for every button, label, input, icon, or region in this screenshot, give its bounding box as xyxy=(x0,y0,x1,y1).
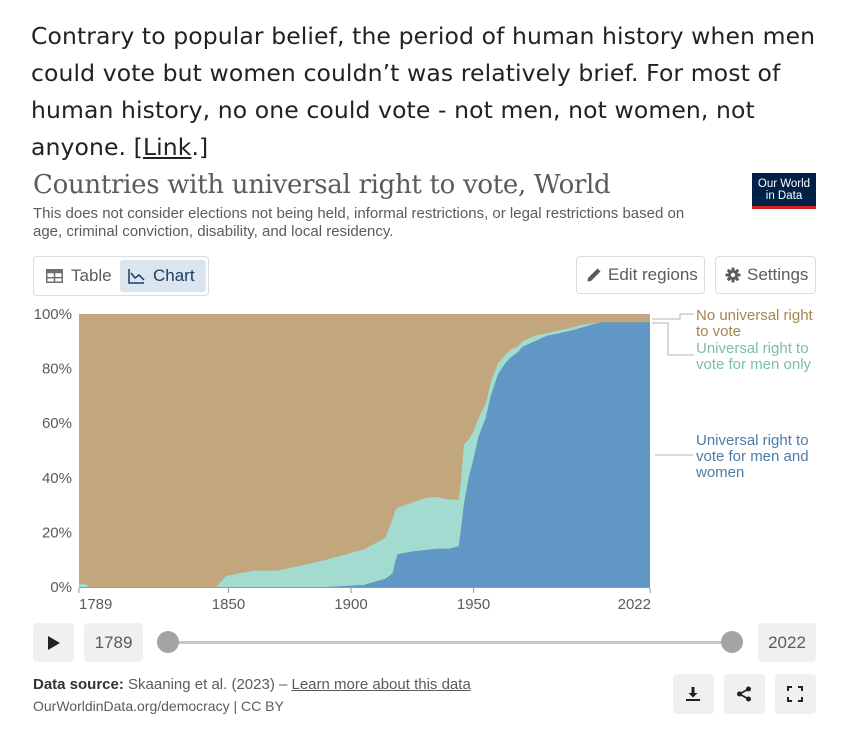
timeline-track[interactable] xyxy=(168,641,732,644)
y-tick-label: 40% xyxy=(42,470,72,487)
table-icon xyxy=(46,269,63,283)
play-button[interactable] xyxy=(33,623,74,662)
fullscreen-icon xyxy=(787,686,803,702)
fullscreen-button[interactable] xyxy=(775,674,816,714)
legend-label-men-and-women: vote for men and xyxy=(696,448,809,465)
tab-chart[interactable]: Chart xyxy=(120,260,206,292)
area-chart: 0% 20% 40% 60% 80% 100% 1789 1850 1900 1950 2022 No… xyxy=(34,306,814,613)
y-tick-label: 80% xyxy=(42,361,72,378)
legend-label-men-only: Universal right to xyxy=(696,340,809,357)
timeline-start-year[interactable]: 1789 xyxy=(84,623,143,662)
data-source-text: Skaaning et al. (2023) – xyxy=(128,676,288,693)
intro-link[interactable]: Link xyxy=(142,133,192,161)
timeline-end-handle[interactable] xyxy=(721,631,743,653)
tab-chart-label: Chart xyxy=(153,266,195,285)
data-source-label: Data source: xyxy=(33,676,124,693)
data-source: Data source: Skaaning et al. (2023) – Le… xyxy=(33,676,471,693)
y-tick-label: 60% xyxy=(42,415,72,432)
x-tick-label: 1789 xyxy=(79,596,112,613)
timeline-start-handle[interactable] xyxy=(157,631,179,653)
settings-label: Settings xyxy=(747,265,809,284)
gear-icon xyxy=(725,267,741,283)
y-tick-label: 20% xyxy=(42,524,72,541)
legend-label-men-and-women: Universal right to xyxy=(696,432,809,449)
edit-regions-label: Edit regions xyxy=(608,265,698,284)
source-url: OurWorldinData.org/democracy | CC BY xyxy=(33,698,284,714)
chart-title: Countries with universal right to vote, … xyxy=(33,170,611,200)
legend-connector-none xyxy=(652,313,694,320)
logo-line-2: in Data xyxy=(765,190,803,202)
intro-text: Contrary to popular belief, the period o… xyxy=(31,22,816,161)
logo-line-1: Our World xyxy=(757,178,811,190)
tab-table-label: Table xyxy=(71,266,112,285)
y-tick-label: 0% xyxy=(50,579,72,596)
area-men-and-women xyxy=(79,322,650,587)
owid-logo[interactable]: Our World in Data xyxy=(752,173,816,209)
share-button[interactable] xyxy=(724,674,765,714)
x-tick-label: 1950 xyxy=(457,596,490,613)
edit-regions-button[interactable]: Edit regions xyxy=(576,256,705,294)
intro-text-end: .] xyxy=(191,133,209,161)
x-tick-label: 1900 xyxy=(334,596,367,613)
learn-more-link[interactable]: Learn more about this data xyxy=(291,676,471,693)
play-icon xyxy=(48,636,60,650)
x-tick-label: 1850 xyxy=(212,596,245,613)
legend-label-men-only: vote for men only xyxy=(696,356,812,373)
share-icon xyxy=(737,686,751,702)
legend-connector-men-only xyxy=(652,322,694,356)
download-icon xyxy=(686,687,700,701)
line-chart-icon xyxy=(128,268,145,284)
intro-paragraph: Contrary to popular belief, the period o… xyxy=(31,18,831,166)
tab-table[interactable]: Table xyxy=(40,260,120,292)
legend-label-no-universal-right: to vote xyxy=(696,323,741,340)
settings-button[interactable]: Settings xyxy=(715,256,816,294)
x-tick-label: 2022 xyxy=(618,596,651,613)
pencil-icon xyxy=(587,268,601,282)
download-button[interactable] xyxy=(673,674,714,714)
chart-subtitle: This does not consider elections not bei… xyxy=(33,205,685,240)
view-toggle: Table Chart xyxy=(33,256,209,296)
legend-label-men-and-women: women xyxy=(695,464,744,481)
legend-label-no-universal-right: No universal right xyxy=(696,307,814,324)
timeline-end-year[interactable]: 2022 xyxy=(758,623,816,662)
y-tick-label: 100% xyxy=(34,306,72,323)
